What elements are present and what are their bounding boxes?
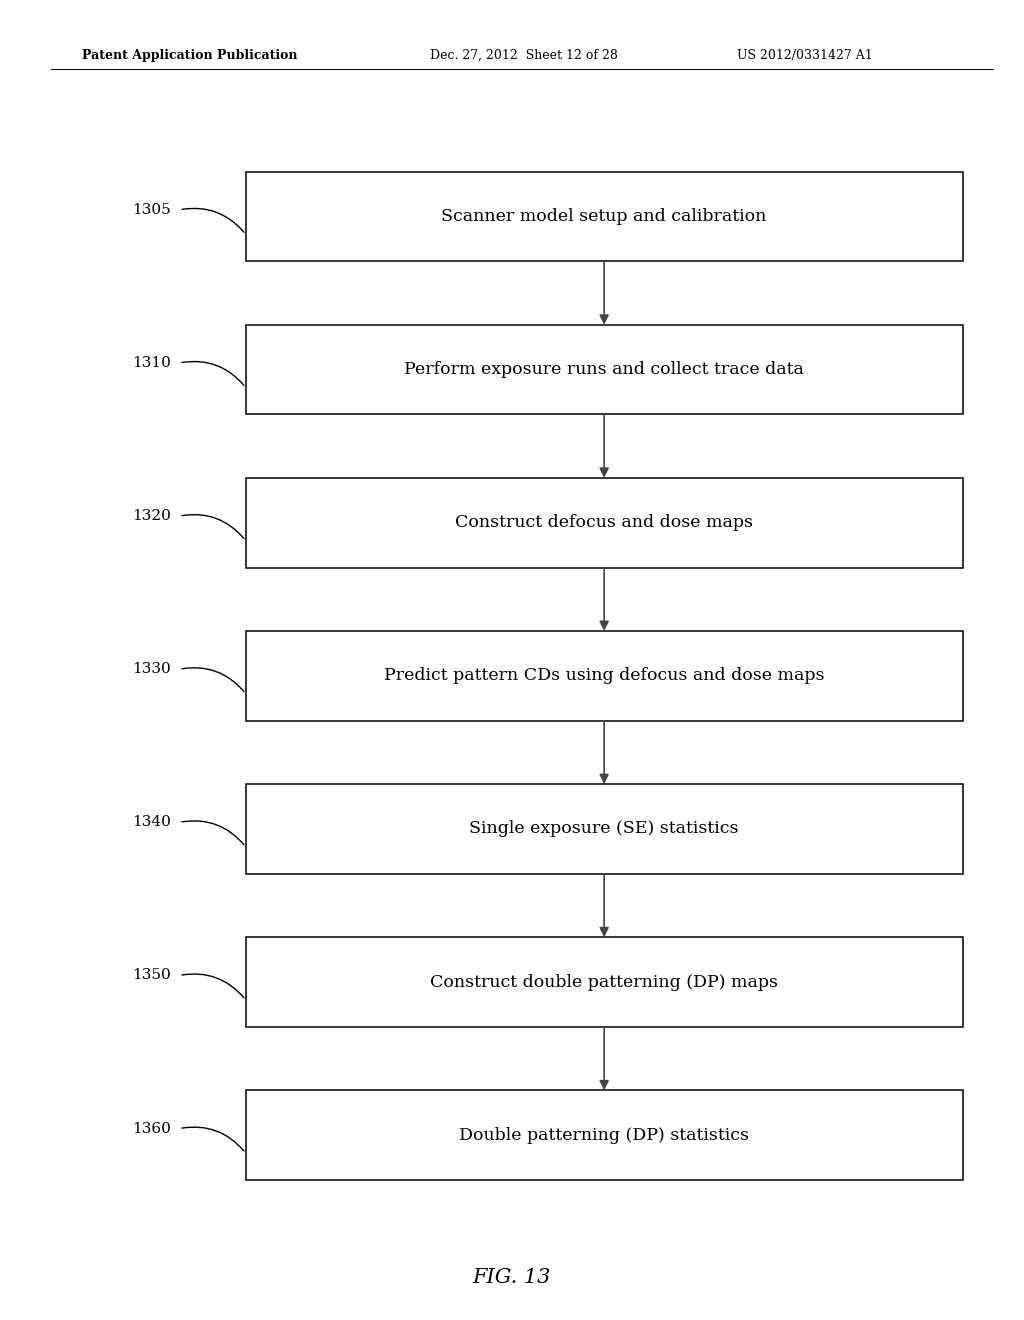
Bar	[246, 1090, 963, 1180]
Text: FIG. 13: FIG. 13	[473, 1269, 551, 1287]
Bar	[246, 937, 963, 1027]
Text: 1360: 1360	[132, 1122, 171, 1135]
Text: Single exposure (SE) statistics: Single exposure (SE) statistics	[469, 821, 739, 837]
Bar	[246, 172, 963, 261]
Bar	[246, 631, 963, 721]
Text: Perform exposure runs and collect trace data: Perform exposure runs and collect trace …	[404, 362, 804, 378]
Text: Construct double patterning (DP) maps: Construct double patterning (DP) maps	[430, 974, 778, 990]
Text: 1310: 1310	[132, 356, 171, 370]
Text: Dec. 27, 2012  Sheet 12 of 28: Dec. 27, 2012 Sheet 12 of 28	[430, 49, 617, 62]
Text: 1340: 1340	[132, 816, 171, 829]
Text: Double patterning (DP) statistics: Double patterning (DP) statistics	[459, 1127, 750, 1143]
Text: 1320: 1320	[132, 510, 171, 523]
Bar	[246, 784, 963, 874]
Text: Patent Application Publication: Patent Application Publication	[82, 49, 297, 62]
Text: Construct defocus and dose maps: Construct defocus and dose maps	[455, 515, 754, 531]
Text: Predict pattern CDs using defocus and dose maps: Predict pattern CDs using defocus and do…	[384, 668, 824, 684]
Bar	[246, 478, 963, 568]
Text: 1305: 1305	[132, 203, 171, 216]
Bar	[246, 325, 963, 414]
Text: Scanner model setup and calibration: Scanner model setup and calibration	[441, 209, 767, 224]
Text: 1330: 1330	[132, 663, 171, 676]
Text: US 2012/0331427 A1: US 2012/0331427 A1	[737, 49, 873, 62]
Text: 1350: 1350	[132, 969, 171, 982]
